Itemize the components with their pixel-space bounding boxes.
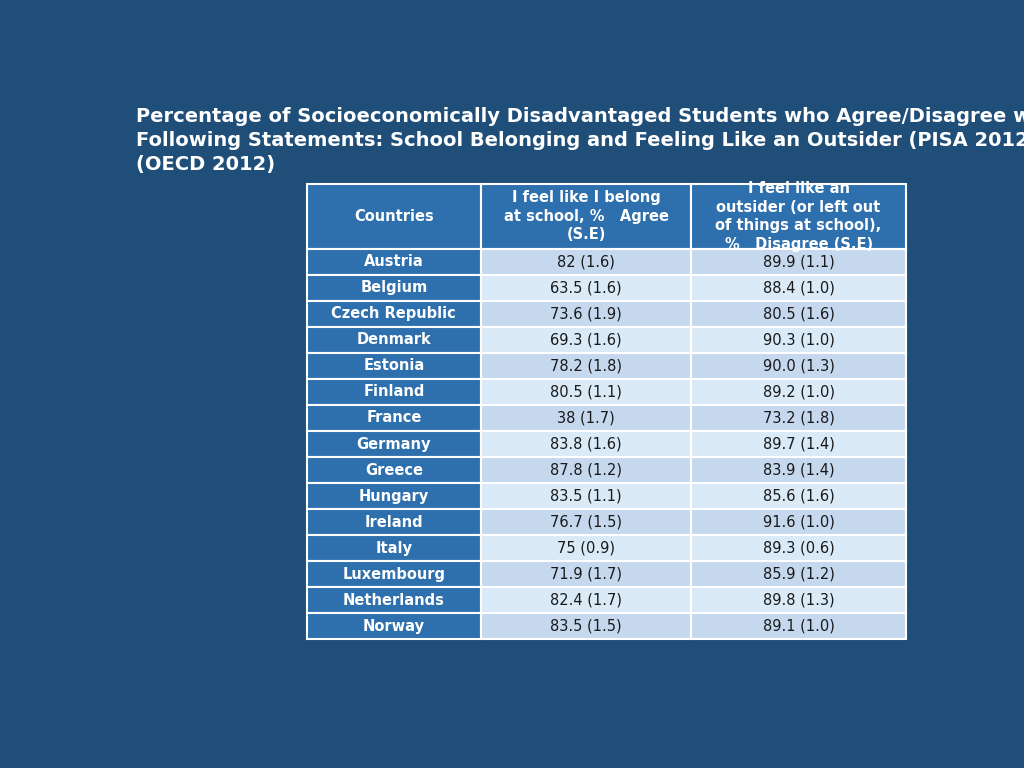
Text: 89.3 (0.6): 89.3 (0.6) (763, 541, 835, 555)
Text: 73.2 (1.8): 73.2 (1.8) (763, 411, 835, 425)
Bar (306, 561, 481, 587)
Bar (691, 561, 906, 587)
Text: 75 (0.9): 75 (0.9) (557, 541, 615, 555)
Bar (306, 327, 481, 353)
Text: 82.4 (1.7): 82.4 (1.7) (550, 593, 623, 607)
Text: 83.5 (1.1): 83.5 (1.1) (551, 488, 623, 504)
Bar (306, 249, 481, 275)
Text: 83.9 (1.4): 83.9 (1.4) (763, 462, 835, 478)
Bar (306, 613, 481, 639)
Text: 83.5 (1.5): 83.5 (1.5) (551, 619, 623, 634)
Text: 71.9 (1.7): 71.9 (1.7) (550, 567, 623, 581)
Text: 90.3 (1.0): 90.3 (1.0) (763, 333, 835, 347)
Text: 85.6 (1.6): 85.6 (1.6) (763, 488, 835, 504)
Bar (481, 379, 691, 405)
Text: 80.5 (1.1): 80.5 (1.1) (550, 385, 623, 399)
Text: 69.3 (1.6): 69.3 (1.6) (551, 333, 623, 347)
Bar (306, 431, 481, 457)
Bar (306, 535, 481, 561)
Text: 89.9 (1.1): 89.9 (1.1) (763, 254, 835, 270)
Bar (481, 509, 691, 535)
Bar (481, 431, 691, 457)
Bar (481, 535, 691, 561)
Text: 78.2 (1.8): 78.2 (1.8) (550, 359, 623, 373)
Bar (306, 301, 481, 327)
Bar (306, 405, 481, 431)
Text: 38 (1.7): 38 (1.7) (557, 411, 615, 425)
Bar (481, 561, 691, 587)
Text: 89.8 (1.3): 89.8 (1.3) (763, 593, 835, 607)
Bar (691, 613, 906, 639)
Text: 73.6 (1.9): 73.6 (1.9) (551, 306, 623, 322)
Text: Luxembourg: Luxembourg (342, 567, 445, 581)
Text: Hungary: Hungary (358, 488, 429, 504)
Bar (306, 275, 481, 301)
Text: I feel like an
outsider (or left out
of things at school),
%   Disagree (S.E): I feel like an outsider (or left out of … (716, 181, 882, 252)
Text: 90.0 (1.3): 90.0 (1.3) (763, 359, 835, 373)
Text: Countries: Countries (354, 209, 434, 223)
Text: 85.9 (1.2): 85.9 (1.2) (763, 567, 835, 581)
Bar (306, 509, 481, 535)
Text: 88.4 (1.0): 88.4 (1.0) (763, 280, 835, 296)
Text: I feel like I belong
at school, %   Agree
(S.E): I feel like I belong at school, % Agree … (504, 190, 669, 243)
Text: 89.7 (1.4): 89.7 (1.4) (763, 436, 835, 452)
Bar (481, 405, 691, 431)
Text: 63.5 (1.6): 63.5 (1.6) (551, 280, 623, 296)
Bar (306, 353, 481, 379)
Text: Belgium: Belgium (360, 280, 427, 296)
Bar (481, 249, 691, 275)
Text: 76.7 (1.5): 76.7 (1.5) (550, 515, 623, 530)
Bar (691, 275, 906, 301)
Text: Finland: Finland (364, 385, 425, 399)
Bar (481, 184, 691, 249)
Bar (691, 483, 906, 509)
Text: Estonia: Estonia (364, 359, 425, 373)
Text: Czech Republic: Czech Republic (332, 306, 457, 322)
Text: Netherlands: Netherlands (343, 593, 444, 607)
Text: Italy: Italy (376, 541, 413, 555)
Text: Percentage of Socioeconomically Disadvantaged Students who Agree/Disagree with t: Percentage of Socioeconomically Disadvan… (136, 107, 1024, 174)
Bar (481, 327, 691, 353)
Bar (691, 457, 906, 483)
Bar (306, 587, 481, 613)
Text: Denmark: Denmark (356, 333, 431, 347)
Bar (481, 353, 691, 379)
Text: 87.8 (1.2): 87.8 (1.2) (550, 462, 623, 478)
Text: 91.6 (1.0): 91.6 (1.0) (763, 515, 835, 530)
Text: 89.1 (1.0): 89.1 (1.0) (763, 619, 835, 634)
Bar (306, 379, 481, 405)
Bar (691, 249, 906, 275)
Bar (691, 301, 906, 327)
Bar (691, 353, 906, 379)
Bar (481, 301, 691, 327)
Bar (306, 483, 481, 509)
Bar (691, 587, 906, 613)
Bar (691, 327, 906, 353)
Bar (481, 613, 691, 639)
Bar (481, 483, 691, 509)
Text: France: France (367, 411, 422, 425)
Text: 83.8 (1.6): 83.8 (1.6) (551, 436, 623, 452)
Text: Ireland: Ireland (365, 515, 423, 530)
Text: 82 (1.6): 82 (1.6) (557, 254, 615, 270)
Text: Greece: Greece (365, 462, 423, 478)
Bar (691, 184, 906, 249)
Text: Norway: Norway (362, 619, 425, 634)
Text: Austria: Austria (364, 254, 424, 270)
Text: Germany: Germany (356, 436, 431, 452)
Text: 80.5 (1.6): 80.5 (1.6) (763, 306, 835, 322)
Bar (691, 379, 906, 405)
Bar (691, 431, 906, 457)
Bar (481, 587, 691, 613)
Bar (481, 275, 691, 301)
Bar (691, 405, 906, 431)
Bar (306, 184, 481, 249)
Bar (306, 457, 481, 483)
Bar (691, 509, 906, 535)
Bar (691, 535, 906, 561)
Text: 89.2 (1.0): 89.2 (1.0) (763, 385, 835, 399)
Bar (481, 457, 691, 483)
